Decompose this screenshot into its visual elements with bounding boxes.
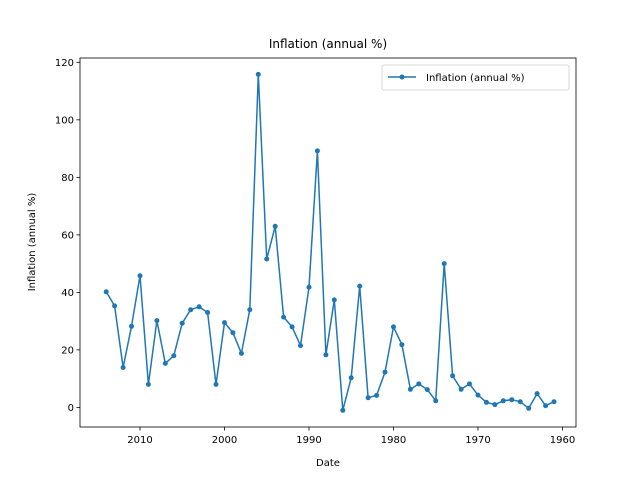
data-point <box>551 399 557 405</box>
data-point <box>264 256 270 262</box>
data-point <box>255 71 261 77</box>
data-point <box>213 381 219 387</box>
x-tick-label: 1980 <box>381 435 406 446</box>
x-axis: 2010 2000 1990 1980 1970 1960 <box>127 427 575 446</box>
axes-frame <box>79 57 577 428</box>
data-point <box>171 353 177 359</box>
data-point <box>314 148 320 154</box>
data-point <box>492 402 498 408</box>
legend-marker-swatch <box>399 74 405 80</box>
data-point <box>475 392 481 398</box>
legend-box <box>381 64 570 91</box>
y-tick-label: 0 <box>68 403 74 414</box>
data-point <box>154 318 160 324</box>
data-point <box>162 360 168 366</box>
data-point <box>382 369 388 375</box>
data-point <box>500 398 506 404</box>
y-tick-label: 80 <box>61 173 74 184</box>
data-point <box>348 375 354 381</box>
data-point <box>450 373 456 379</box>
chart-title: Inflation (annual %) <box>269 37 387 51</box>
data-point <box>281 314 287 320</box>
data-point <box>120 365 126 370</box>
data-point <box>483 399 489 405</box>
data-point <box>509 397 515 403</box>
data-point <box>433 398 439 404</box>
data-point <box>407 386 413 392</box>
y-tick-label: 100 <box>55 115 74 126</box>
x-tick-label: 2000 <box>212 435 237 446</box>
data-point <box>103 289 109 295</box>
data-point <box>399 342 405 348</box>
data-point <box>196 304 202 310</box>
data-point <box>458 386 464 392</box>
data-point <box>272 223 278 229</box>
data-point <box>129 323 134 329</box>
data-point <box>247 307 253 313</box>
data-point <box>365 395 371 401</box>
data-point <box>416 381 422 387</box>
data-point <box>424 387 430 393</box>
data-point <box>179 320 185 326</box>
data-point <box>374 392 380 398</box>
x-tick-label: 1970 <box>465 435 490 446</box>
y-tick-label: 120 <box>55 58 74 69</box>
data-point <box>145 381 151 387</box>
data-point <box>306 284 312 290</box>
data-point <box>205 310 211 315</box>
y-tick-label: 40 <box>61 288 74 299</box>
data-point <box>340 407 346 413</box>
data-point <box>441 261 447 267</box>
y-tick-label: 60 <box>61 230 74 241</box>
x-axis-label: Date <box>316 458 340 469</box>
data-point <box>543 403 549 409</box>
data-point <box>467 381 472 387</box>
data-point <box>222 320 227 326</box>
y-axis: 0 20 40 60 80 100 120 <box>55 58 80 414</box>
data-point <box>112 303 118 309</box>
data-point <box>188 307 194 313</box>
x-tick-label: 1960 <box>550 435 575 446</box>
plot-area <box>103 71 557 413</box>
data-point <box>534 391 540 397</box>
data-point <box>517 399 523 405</box>
data-point <box>391 324 396 330</box>
data-point <box>289 324 295 330</box>
data-point <box>230 330 236 336</box>
data-point <box>137 273 143 279</box>
y-axis-label: Inflation (annual %) <box>27 193 38 292</box>
data-point <box>357 283 363 289</box>
x-tick-label: 1990 <box>296 435 321 446</box>
legend-label: Inflation (annual %) <box>426 73 525 84</box>
data-point <box>331 297 337 303</box>
data-point <box>526 405 532 411</box>
y-tick-label: 20 <box>61 345 74 356</box>
x-tick-label: 2010 <box>127 435 152 446</box>
data-point <box>323 352 329 358</box>
data-point <box>298 343 303 349</box>
legend: Inflation (annual %) <box>381 64 570 91</box>
data-point <box>238 350 244 356</box>
